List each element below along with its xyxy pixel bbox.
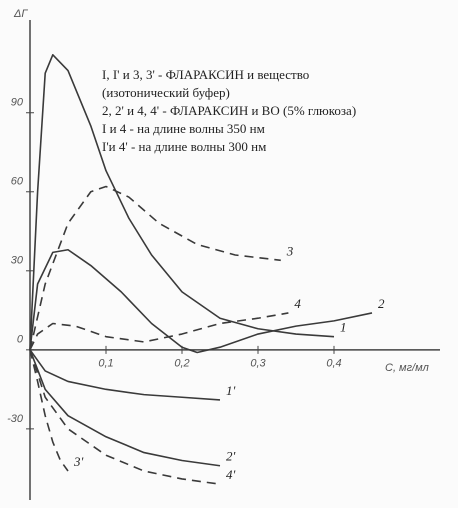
x-tick-label: 0,1 bbox=[98, 358, 113, 370]
series-line bbox=[29, 349, 221, 485]
y-tick-label: 90 bbox=[11, 97, 24, 109]
y-axis-label: ΔΓ bbox=[13, 8, 28, 20]
y-tick-label: 0 bbox=[17, 334, 24, 346]
legend-line: I и 4 - на длине волны 350 нм bbox=[102, 121, 265, 136]
series-label: 1 bbox=[340, 320, 347, 335]
y-tick-label: 30 bbox=[11, 255, 24, 267]
legend-line: (изотонический буфер) bbox=[102, 85, 230, 100]
legend-line: I'и 4' - на длине волны 300 нм bbox=[102, 139, 266, 154]
series-label: 1' bbox=[226, 383, 236, 398]
series-line bbox=[29, 53, 335, 350]
series-line bbox=[29, 312, 289, 351]
series-line bbox=[29, 248, 373, 354]
series-line bbox=[29, 185, 281, 351]
legend-line: I, I' и 3, 3' - ФЛАРАКСИН и вещество bbox=[102, 67, 309, 82]
y-tick-label: -30 bbox=[7, 413, 24, 425]
series-label: 3' bbox=[73, 454, 84, 469]
series-label: 4' bbox=[226, 467, 236, 482]
series-line bbox=[29, 349, 221, 401]
x-tick-label: 0,3 bbox=[250, 358, 266, 370]
x-axis-label: C, мг/мл bbox=[385, 362, 429, 374]
series-label: 3 bbox=[286, 243, 294, 258]
series-label: 4 bbox=[294, 296, 301, 311]
x-tick-label: 0,4 bbox=[326, 358, 341, 370]
y-tick-label: 60 bbox=[11, 176, 24, 188]
x-tick-label: 0,2 bbox=[174, 358, 189, 370]
series-label: 2' bbox=[226, 449, 236, 464]
series-line bbox=[29, 349, 69, 472]
series-line bbox=[29, 349, 221, 467]
legend-line: 2, 2' и 4, 4' - ФЛАРАКСИН и ВО (5% глюко… bbox=[102, 103, 356, 118]
series-label: 2 bbox=[378, 296, 385, 311]
